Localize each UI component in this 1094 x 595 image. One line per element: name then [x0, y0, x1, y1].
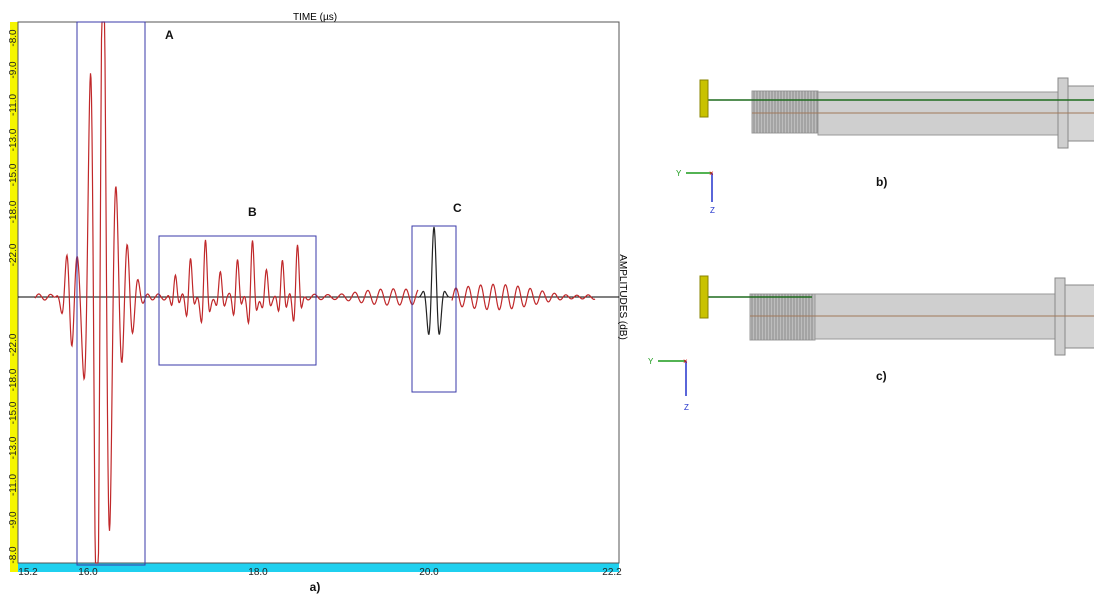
y-tick-label: -13.0 [8, 128, 19, 151]
y-tick-label: -15.0 [8, 163, 19, 186]
caption: c) [876, 369, 887, 383]
figure: TIME (µs) AMPLITUDES (dB) A B C a) -8.0 -… [0, 0, 1094, 595]
x-tick-label: 18.0 [248, 567, 268, 578]
x-tick-label: 20.0 [419, 567, 439, 578]
x-axis-strip [18, 563, 619, 572]
y-tick-label: -22.0 [8, 333, 19, 356]
y-tick-label: -13.0 [8, 436, 19, 459]
y-tick-label: -11.0 [8, 94, 19, 116]
svg-text:×: × [709, 169, 714, 178]
axis-label: Z [710, 206, 715, 215]
x-tick-label: 22.2 [602, 567, 622, 578]
x-tick-label: 16.0 [78, 567, 98, 578]
y-axis-title: AMPLITUDES (dB) [617, 254, 628, 340]
region-label: C [453, 201, 462, 215]
region-label: A [165, 28, 174, 42]
caption: a) [310, 580, 321, 594]
y-tick-label: -18.0 [8, 200, 19, 223]
y-tick-label: -8.0 [8, 29, 19, 47]
y-tick-label: -15.0 [8, 401, 19, 424]
y-tick-label: -8.0 [8, 546, 19, 564]
y-tick-label: -9.0 [8, 61, 19, 79]
y-tick-label: -22.0 [8, 243, 19, 266]
y-tick-label: -11.0 [8, 474, 19, 496]
x-tick-label: 15.2 [18, 567, 38, 578]
x-axis-title: TIME (µs) [293, 12, 337, 23]
axis-label: Y [648, 357, 654, 366]
axis-label: Z [684, 403, 689, 412]
axis-label: Y [676, 169, 682, 178]
model-b: × [686, 78, 1094, 202]
region-label: B [248, 205, 257, 219]
svg-text:×: × [683, 357, 688, 366]
caption: b) [876, 175, 887, 189]
y-tick-label: -9.0 [8, 511, 19, 529]
y-tick-label: -18.0 [8, 368, 19, 391]
